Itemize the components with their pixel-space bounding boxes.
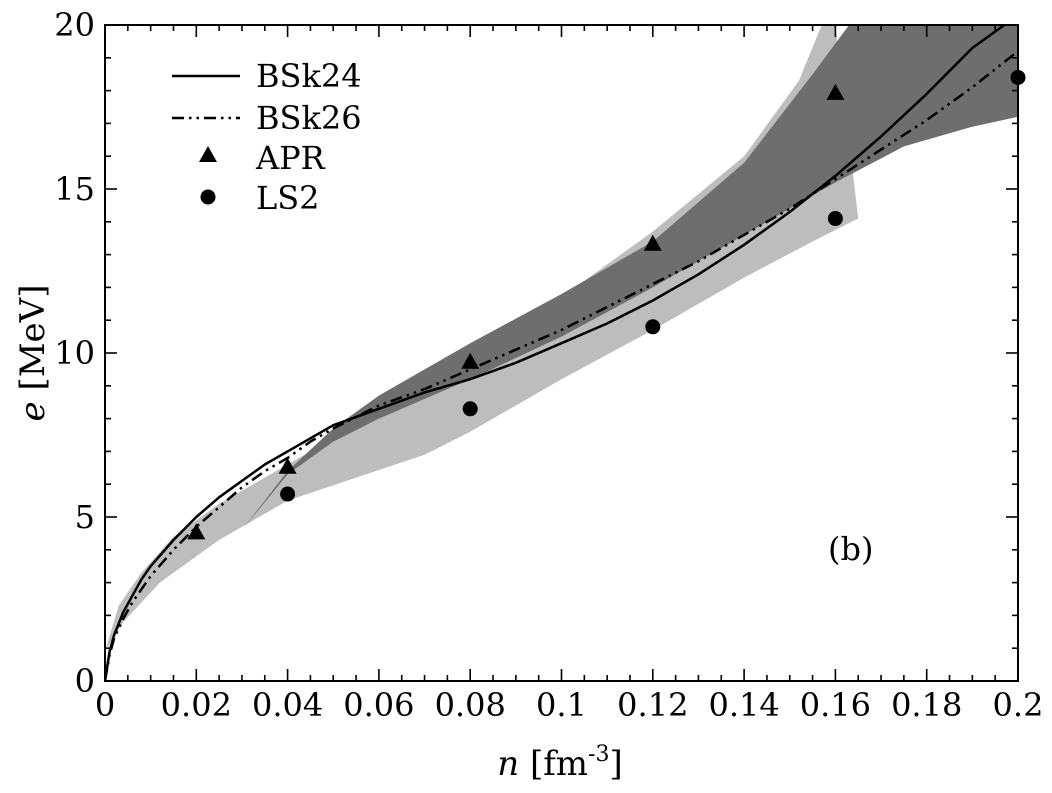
marker-apr-3	[461, 352, 480, 369]
marker-apr-1	[187, 523, 206, 540]
marker-apr-2	[278, 457, 297, 474]
y-axis-symbol: e	[13, 401, 53, 421]
marker-ls2-4	[827, 211, 843, 227]
y-axis-unit: [MeV]	[13, 285, 53, 402]
x-axis-unit: [fm	[519, 744, 588, 784]
legend-apr-marker	[199, 146, 217, 162]
x-axis-symbol: n	[497, 744, 519, 784]
y-tick-label: 0	[75, 662, 95, 700]
model-curves	[105, 25, 1018, 681]
x-tick-label: 0.14	[708, 686, 779, 724]
legend-ls2-label: LS2	[256, 179, 320, 217]
y-axis-title: e [MeV]	[13, 285, 53, 422]
uncertainty-bands	[105, 25, 1018, 652]
legend-apr-label: APR	[255, 139, 326, 177]
x-tick-label: 0.08	[435, 686, 506, 724]
plot-frame	[104, 24, 1019, 682]
legend-bsk26-label: BSk26	[256, 99, 362, 137]
x-axis-unit-close: ]	[609, 744, 622, 784]
legend-ls2-marker	[200, 189, 216, 205]
x-tick-label: 0.02	[161, 686, 232, 724]
x-tick-label: 0.18	[891, 686, 962, 724]
x-tick-label: 0.2	[993, 686, 1044, 724]
panel-label: (b)	[828, 530, 873, 568]
x-tick-label: 0.06	[343, 686, 414, 724]
y-tick-label: 5	[75, 498, 95, 536]
uncertainty-band-2	[241, 25, 1018, 531]
x-tick-label: 0.12	[617, 686, 688, 724]
legend: BSk24 BSk26 APR LS2	[172, 57, 362, 217]
data-markers	[187, 69, 1026, 540]
x-tick-label: 0.04	[252, 686, 323, 724]
x-axis-unit-exponent: -3	[588, 742, 609, 767]
tick-labels: 0 0.02 0.04 0.06 0.08 0.1 0.12 0.14 0.16 0.18 0.2 0…	[54, 6, 1043, 724]
marker-apr-5	[826, 83, 845, 100]
marker-ls2-1	[280, 486, 296, 502]
y-tick-label: 10	[54, 334, 95, 372]
y-tick-label: 15	[54, 170, 95, 208]
x-tick-label: 0.16	[800, 686, 871, 724]
legend-bsk24-label: BSk24	[256, 57, 362, 95]
marker-ls2-3	[645, 319, 661, 335]
x-axis-title: n [fm-3]	[497, 742, 623, 784]
y-tick-label: 20	[54, 6, 95, 44]
x-tick-label: 0	[95, 686, 115, 724]
marker-ls2-2	[462, 401, 478, 417]
curve-bsk26	[105, 50, 1018, 681]
x-tick-label: 0.1	[536, 686, 587, 724]
marker-apr-4	[643, 234, 662, 251]
